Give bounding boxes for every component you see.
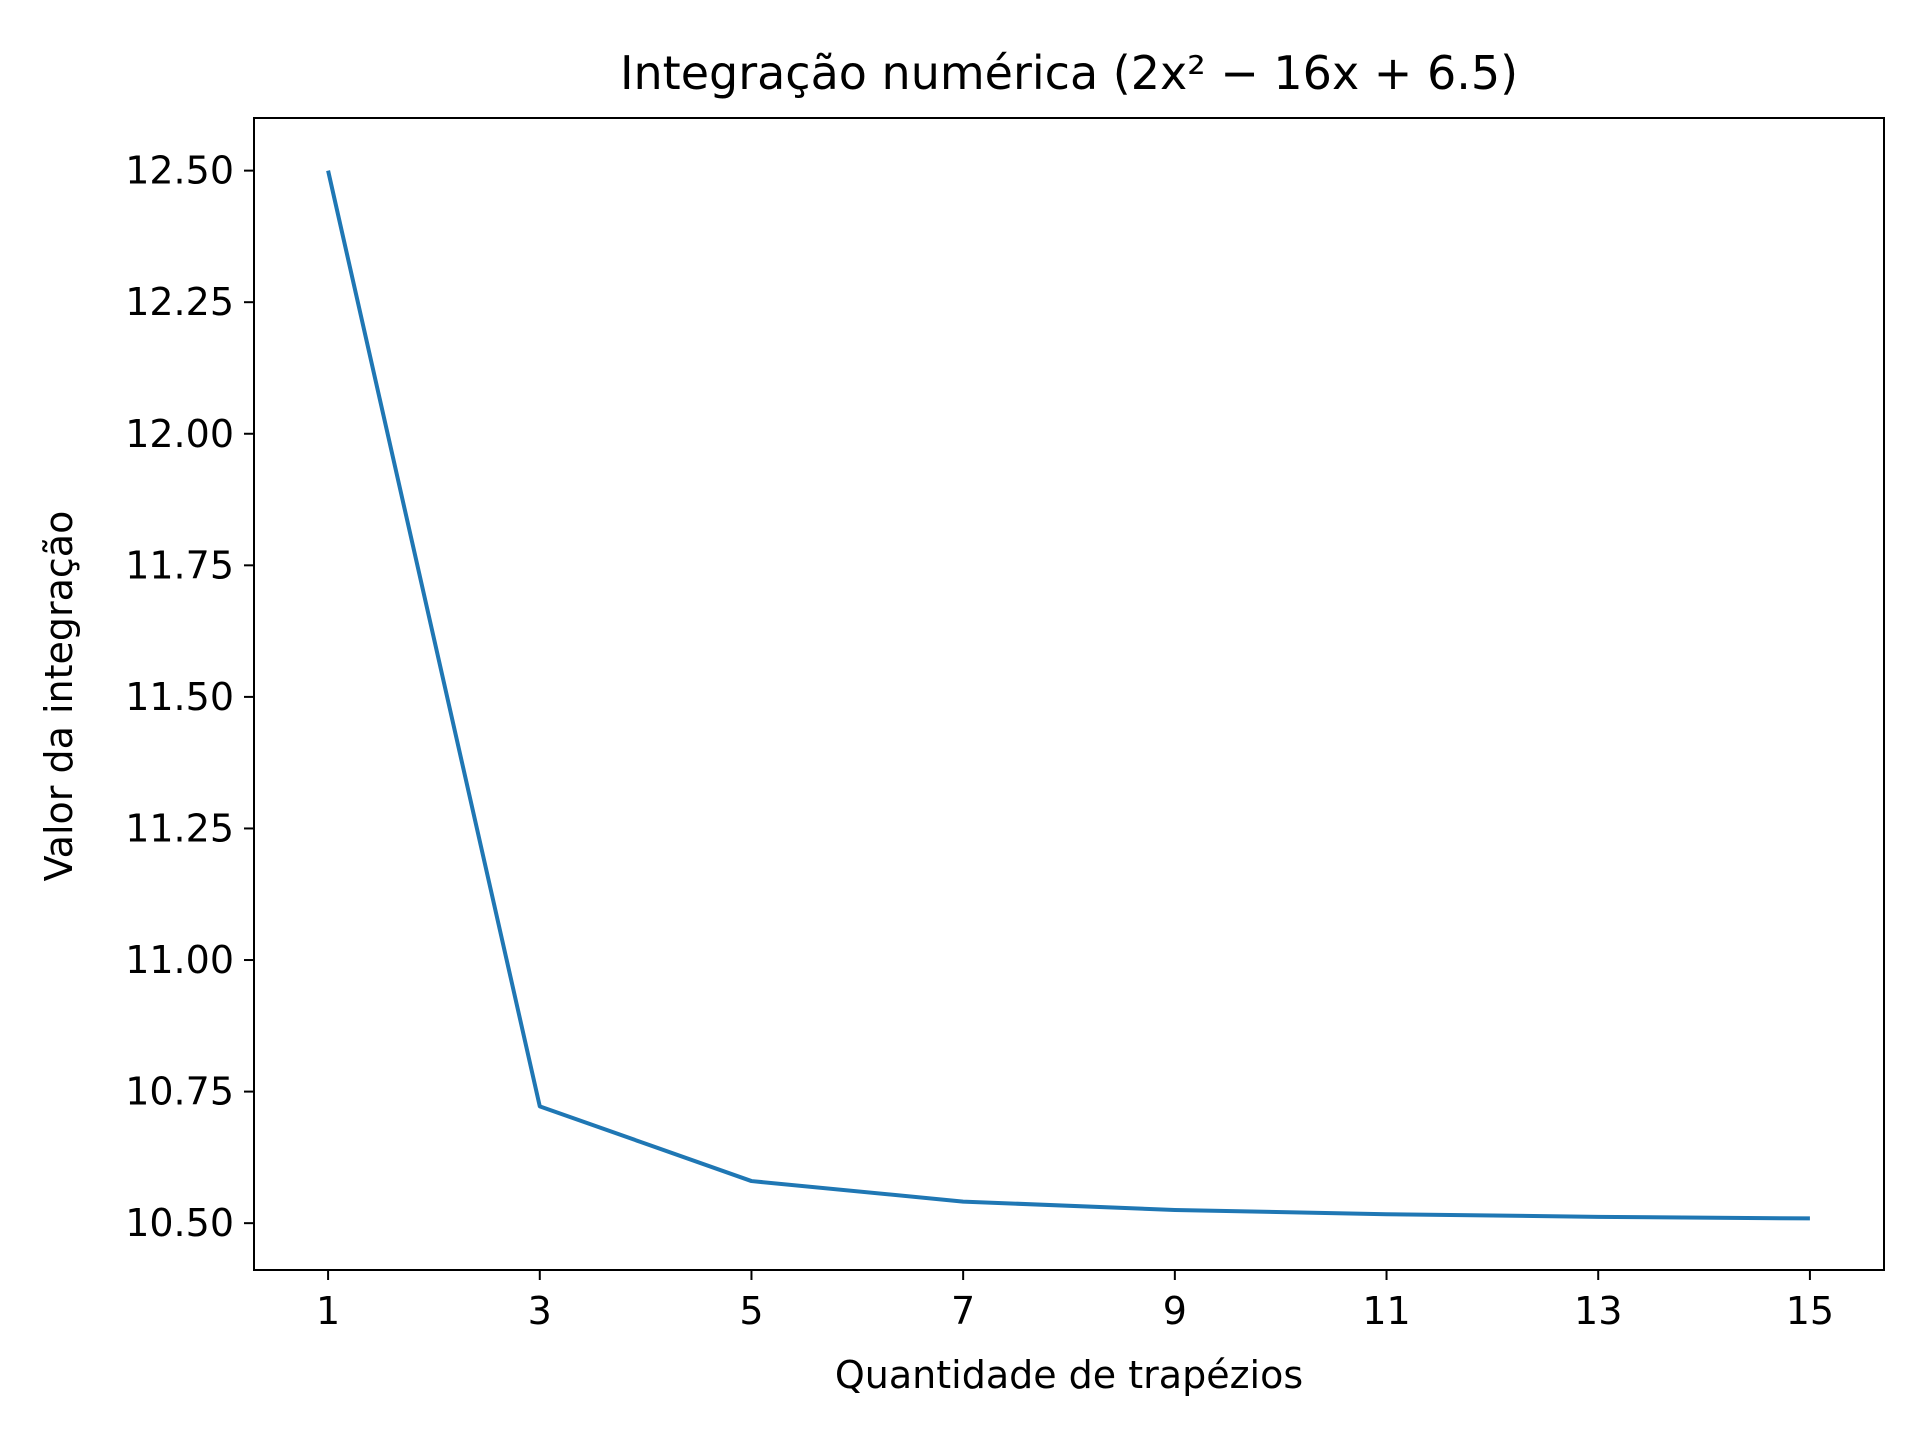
y-tick-label: 10.50 <box>125 1201 234 1245</box>
y-tick-label: 11.25 <box>125 806 234 850</box>
y-tick-label: 11.75 <box>125 543 234 587</box>
x-tick-label: 5 <box>739 1289 763 1333</box>
y-tick-label: 12.00 <box>125 412 234 456</box>
x-tick-label: 9 <box>1163 1289 1187 1333</box>
chart-title: Integração numérica (2x² − 16x + 6.5) <box>620 46 1518 100</box>
y-axis-label: Valor da integração <box>37 511 81 882</box>
x-tick-label: 13 <box>1574 1289 1622 1333</box>
y-tick-label: 10.75 <box>125 1070 234 1114</box>
y-tick-label: 11.50 <box>125 675 234 719</box>
y-tick-label: 12.50 <box>125 149 234 193</box>
x-tick-label: 7 <box>951 1289 975 1333</box>
series-line-0 <box>326 170 1810 1221</box>
y-tick-label: 11.00 <box>125 938 234 982</box>
plot-frame <box>253 117 1885 1271</box>
x-tick-label: 11 <box>1362 1289 1410 1333</box>
x-axis-label: Quantidade de trapézios <box>835 1353 1303 1397</box>
x-tick-label: 1 <box>316 1289 340 1333</box>
y-tick-label: 12.25 <box>125 280 234 324</box>
x-tick-label: 3 <box>528 1289 552 1333</box>
x-tick-label: 15 <box>1786 1289 1834 1333</box>
